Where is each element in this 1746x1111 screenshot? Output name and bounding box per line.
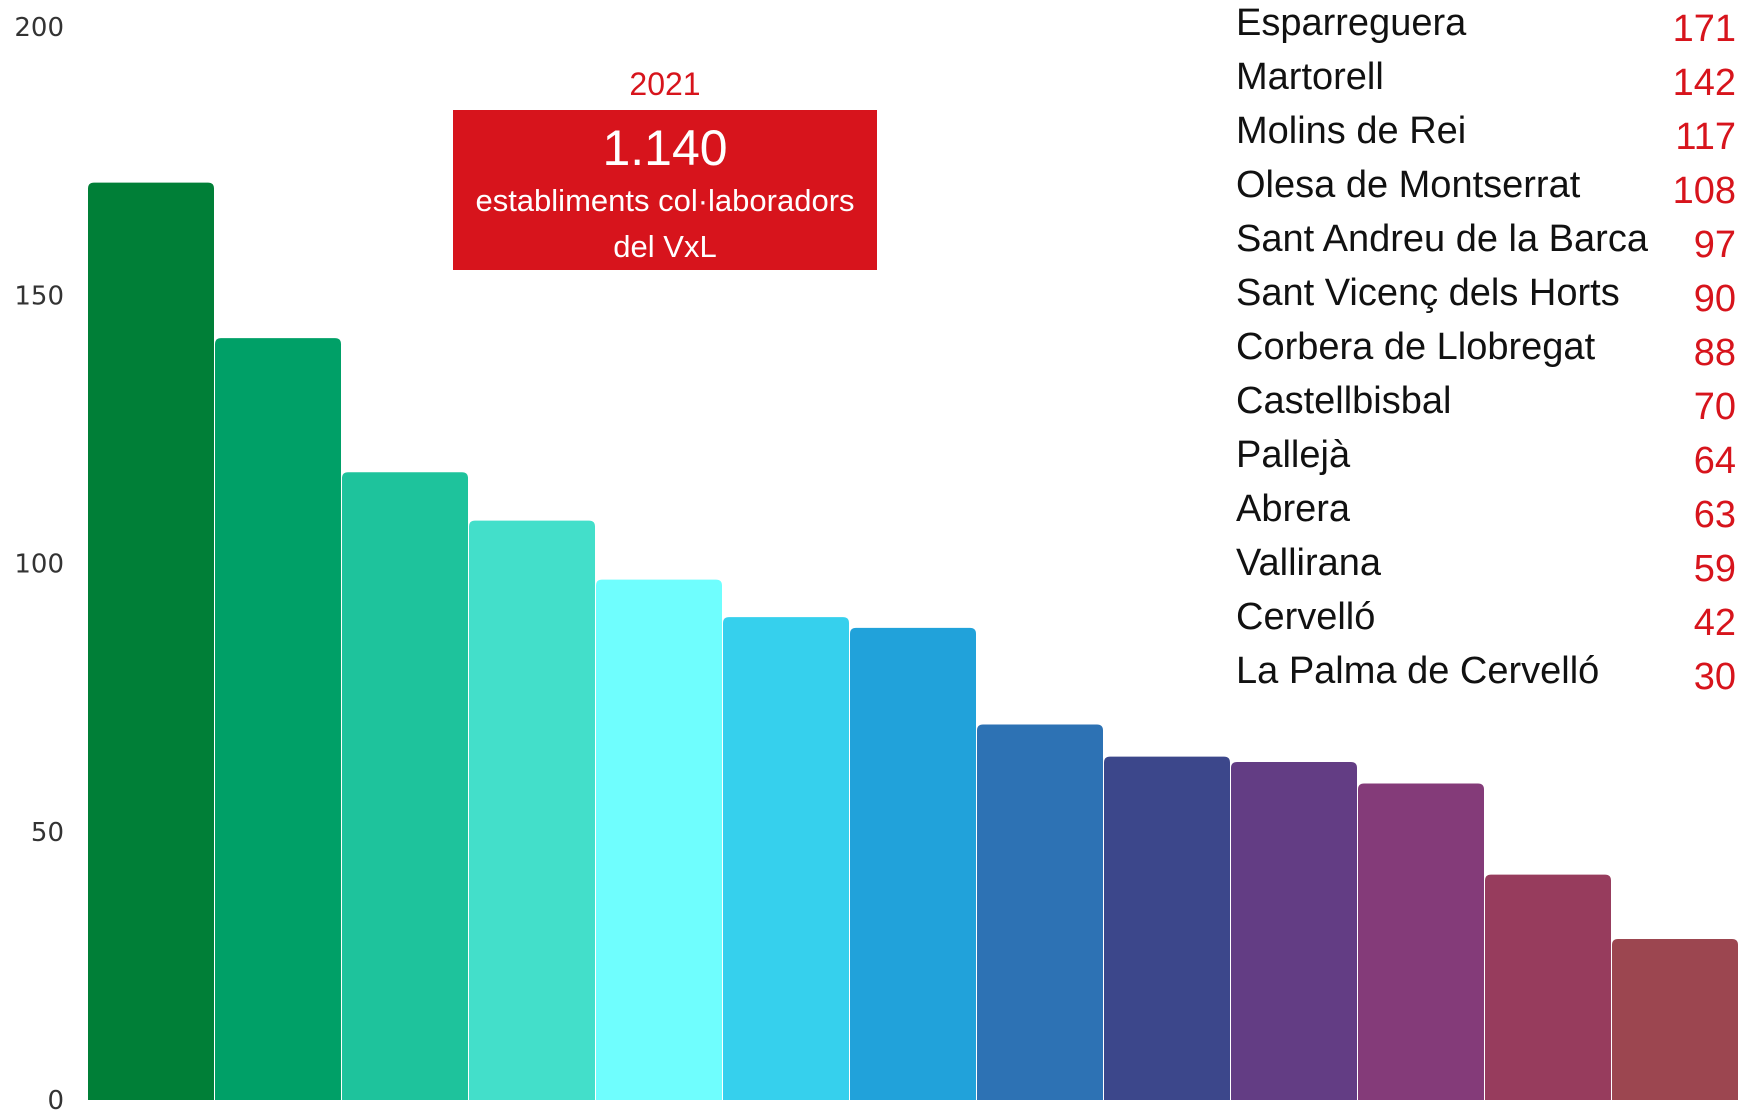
- legend-item: Abrera 63: [1236, 488, 1736, 542]
- legend-item-value: 63: [1693, 494, 1736, 536]
- callout-year: 2021: [629, 66, 701, 102]
- callout-line-2: del VxL: [613, 229, 717, 264]
- legend-item-label: Vallirana: [1236, 542, 1382, 584]
- legend-item-label: Castellbisbal: [1236, 380, 1452, 422]
- legend-item-value: 90: [1693, 278, 1736, 320]
- bar-10: [1231, 762, 1357, 1100]
- y-tick-label: 100: [14, 550, 64, 580]
- bar-2: [215, 338, 341, 1100]
- legend-item-label: La Palma de Cervelló: [1236, 650, 1600, 692]
- legend-item: Sant Andreu de la Barca 97: [1236, 218, 1736, 272]
- bar-9: [1104, 756, 1230, 1100]
- legend-item-value: 30: [1693, 656, 1736, 698]
- legend-item: Esparreguera 171: [1236, 2, 1736, 56]
- legend-item-label: Olesa de Montserrat: [1236, 164, 1581, 206]
- legend-item: Corbera de Llobregat 88: [1236, 326, 1736, 380]
- legend-item-value: 42: [1693, 602, 1736, 644]
- legend-item: Castellbisbal 70: [1236, 380, 1736, 434]
- legend-item-label: Abrera: [1236, 488, 1351, 530]
- bar-4: [469, 520, 595, 1100]
- legend-item-label: Cervelló: [1236, 596, 1376, 638]
- legend-item-value: 88: [1693, 332, 1736, 374]
- legend-item-label: Sant Andreu de la Barca: [1236, 218, 1648, 260]
- legend-item-value: 117: [1675, 116, 1736, 158]
- y-tick-label: 200: [14, 13, 64, 43]
- bar-8: [977, 724, 1103, 1100]
- bar-5: [596, 579, 722, 1100]
- bar-6: [723, 617, 849, 1100]
- legend-item-label: Molins de Rei: [1236, 110, 1467, 152]
- bar-3: [342, 472, 468, 1100]
- legend-item-label: Corbera de Llobregat: [1236, 326, 1596, 368]
- legend-item-label: Esparreguera: [1236, 2, 1467, 44]
- legend-item: Olesa de Montserrat 108: [1236, 164, 1736, 218]
- legend-item: Martorell 142: [1236, 56, 1736, 110]
- callout-box: 1.140 establiments col·laboradors del Vx…: [453, 110, 877, 270]
- legend-item: Sant Vicenç dels Horts 90: [1236, 272, 1736, 326]
- y-tick-label: 50: [31, 818, 64, 848]
- legend-item-label: Martorell: [1236, 56, 1384, 98]
- y-axis: 0 50 100 150 200: [14, 13, 64, 1111]
- legend-item: La Palma de Cervelló 30: [1236, 650, 1736, 704]
- legend-item-label: Pallejà: [1236, 434, 1351, 476]
- legend-item-value: 171: [1672, 8, 1736, 50]
- legend-item-value: 142: [1672, 62, 1736, 104]
- bar-12: [1485, 874, 1611, 1100]
- legend-item-value: 64: [1693, 440, 1736, 482]
- y-tick-label: 150: [14, 281, 64, 311]
- callout-line-1: establiments col·laboradors: [475, 183, 855, 218]
- bar-1: [88, 182, 214, 1100]
- legend-item-value: 108: [1672, 170, 1736, 212]
- bar-7: [850, 627, 976, 1100]
- legend-item: Molins de Rei 117: [1236, 110, 1736, 164]
- bar-11: [1358, 783, 1484, 1100]
- legend-item-label: Sant Vicenç dels Horts: [1236, 272, 1620, 314]
- legend-item-value: 70: [1693, 386, 1736, 428]
- legend-item: Vallirana 59: [1236, 542, 1736, 596]
- legend-item: Pallejà 64: [1236, 434, 1736, 488]
- bar-13: [1612, 939, 1738, 1100]
- callout-total: 1.140: [602, 120, 728, 176]
- legend-item-value: 59: [1693, 548, 1736, 590]
- y-tick-label: 0: [47, 1086, 64, 1111]
- legend-item: Cervelló 42: [1236, 596, 1736, 650]
- bars: [88, 182, 1738, 1100]
- legend-item-value: 97: [1693, 224, 1736, 266]
